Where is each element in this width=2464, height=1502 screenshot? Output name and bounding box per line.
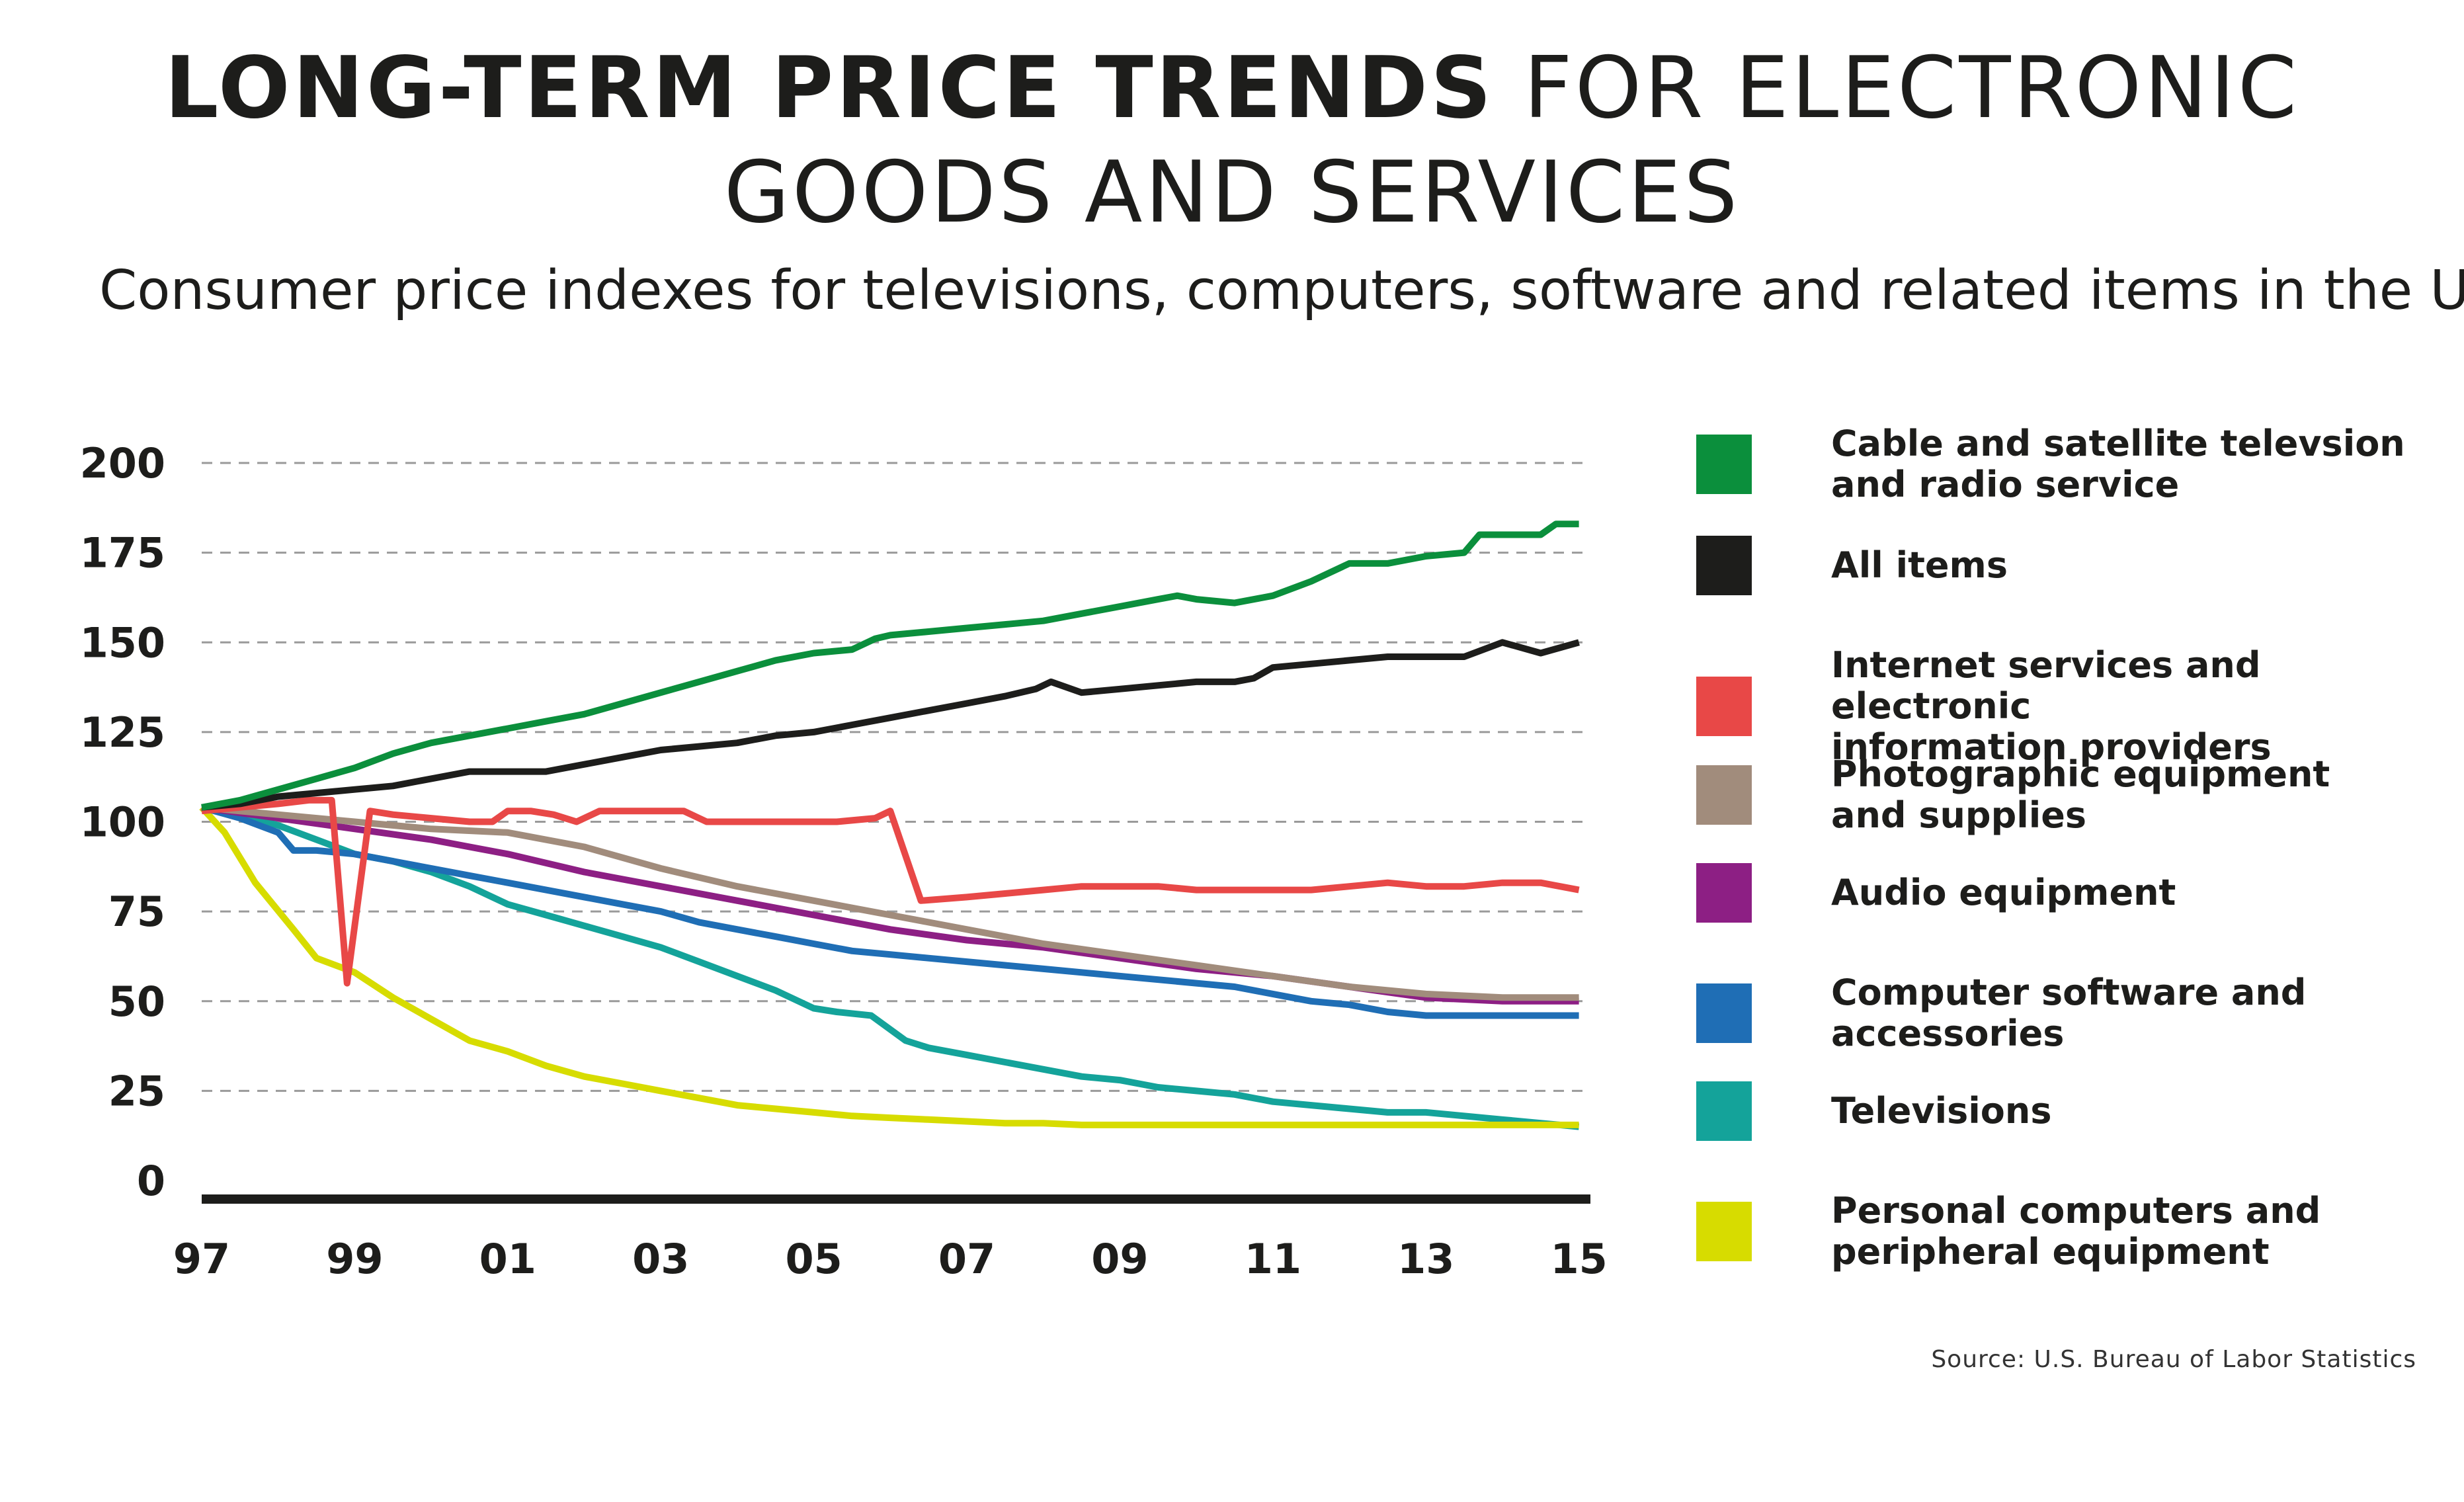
x-tick-label: 97 — [173, 1235, 230, 1283]
legend-label: Computer software and accessories — [1831, 972, 2307, 1055]
y-axis-ticks: 200 175 150 125 100 75 50 25 0 — [80, 439, 165, 1205]
legend-item: Televisions — [1696, 1081, 2051, 1141]
legend-swatch — [1696, 983, 1752, 1044]
legend-swatch — [1696, 435, 1752, 495]
y-tick-label: 75 — [108, 888, 165, 936]
series-line-audio-equipment — [201, 804, 1579, 1005]
chart-title-bold: LONG-TERM PRICE TRENDS — [164, 39, 1495, 138]
x-tick-label: 13 — [1397, 1235, 1454, 1283]
y-tick-label: 150 — [80, 618, 165, 667]
source-note: Source: U.S. Bureau of Labor Statistics — [1931, 1346, 2416, 1373]
chart-title-line2: GOODS AND SERVICES — [723, 144, 1741, 242]
series-line-personal-computers-and-peripheral-equipment — [199, 805, 1579, 1128]
series-line-cable-and-satellite-televsion-and-radio-service — [201, 521, 1579, 811]
x-tick-label: 03 — [632, 1235, 689, 1283]
x-tick-label: 99 — [326, 1235, 383, 1283]
legend-label: Cable and satellite televsion and radio … — [1831, 423, 2405, 506]
y-tick-label: 0 — [137, 1157, 165, 1205]
legend-item: Cable and satellite televsion and radio … — [1696, 423, 2405, 505]
y-tick-label: 200 — [80, 439, 165, 487]
series-line-all-items — [201, 639, 1580, 811]
series-lines — [199, 521, 1580, 1130]
legend-swatch — [1696, 863, 1752, 923]
legend-swatch — [1696, 1202, 1752, 1262]
chart-title-rest: FOR ELECTRONIC — [1494, 39, 2300, 138]
legend-label: Personal computers and peripheral equipm… — [1831, 1190, 2321, 1273]
series-line-photographic-equipment-and-supplies — [201, 804, 1579, 1001]
legend-label: All items — [1831, 544, 2008, 586]
x-tick-label: 15 — [1551, 1235, 1608, 1283]
legend-item: Photographic equipment and supplies — [1696, 753, 2330, 837]
legend-item: Personal computers and peripheral equipm… — [1696, 1190, 2320, 1273]
x-axis-ticks: 97 99 01 03 05 07 09 11 13 15 — [173, 1235, 1608, 1283]
legend-label: Internet services and electronic informa… — [1831, 644, 2272, 769]
y-tick-label: 50 — [108, 978, 165, 1026]
x-tick-label: 11 — [1245, 1235, 1301, 1283]
grid-lines — [202, 462, 1590, 1092]
x-tick-label: 01 — [479, 1235, 536, 1283]
x-axis-baseline — [202, 1194, 1590, 1204]
legend-label: Audio equipment — [1831, 871, 2176, 913]
y-tick-label: 25 — [108, 1067, 165, 1115]
y-tick-label: 175 — [80, 529, 165, 577]
y-tick-label: 100 — [80, 798, 165, 847]
legend-swatch — [1696, 1081, 1752, 1141]
legend-label: Photographic equipment and supplies — [1831, 753, 2330, 837]
x-tick-label: 07 — [938, 1235, 995, 1283]
legend-swatch — [1696, 677, 1752, 737]
series-line-internet-services-and-electronic-information-providers — [201, 796, 1580, 987]
legend-swatch — [1696, 765, 1752, 825]
legend-item: Computer software and accessories — [1696, 972, 2464, 1054]
legend-item: All items — [1696, 536, 2008, 595]
legend-swatch — [1696, 536, 1752, 595]
legend-label: Televisions — [1831, 1089, 2052, 1132]
series-line-televisions — [201, 804, 1580, 1130]
legend-item: Audio equipment — [1696, 863, 2176, 923]
y-tick-label: 125 — [80, 708, 165, 757]
legend-item: Internet services and electronic informa… — [1696, 644, 2464, 769]
x-tick-label: 05 — [785, 1235, 842, 1283]
series-line-computer-software-and-accessories — [200, 804, 1579, 1019]
x-tick-label: 09 — [1091, 1235, 1148, 1283]
chart-subtitle: Consumer price indexes for televisions, … — [99, 259, 2464, 322]
chart-title: LONG-TERM PRICE TRENDS FOR ELECTRONIC — [0, 40, 2464, 137]
